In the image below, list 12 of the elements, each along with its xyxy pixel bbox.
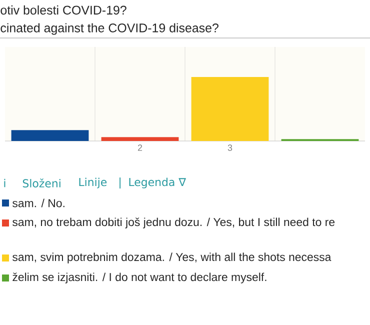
text: Linije	[79, 178, 107, 188]
chart-title: otiv bolesti COVID-19?	[0, 5, 126, 15]
legend-label: sam, svim potrebnim dozama. / Yes, with all the shots necessa	[12, 252, 332, 264]
chart-subtitle: cinated against the COVID-19 disease?	[0, 23, 218, 35]
legend-label: sam. / No.	[12, 198, 64, 208]
legend-label: želim se izjasniti. / I do not want to declare myself.	[12, 272, 266, 284]
x-tick-label: 2	[138, 144, 142, 151]
text: Legenda ∇	[129, 178, 186, 188]
x-tick-label: 3	[228, 144, 232, 151]
text: i	[4, 178, 6, 188]
text: Složeni	[22, 178, 60, 188]
legend-label: sam, no trebam dobiti još jednu dozu. / Yes, but I still need to re	[12, 218, 335, 228]
